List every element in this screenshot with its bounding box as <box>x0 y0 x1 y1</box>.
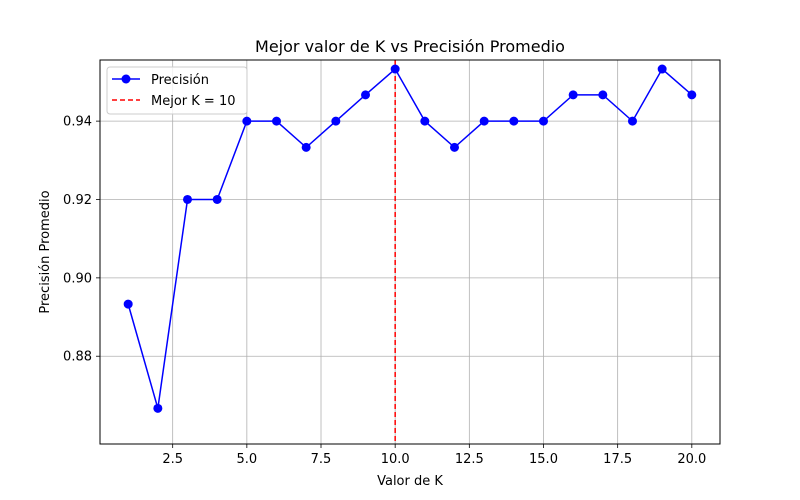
legend-best-k-label: Mejor K = 10 <box>151 94 235 109</box>
precision-point <box>627 116 637 126</box>
x-tick-label: 12.5 <box>455 452 484 467</box>
precision-point <box>242 116 252 126</box>
legend-box <box>106 66 248 115</box>
x-tick-label: 17.5 <box>603 452 632 467</box>
x-tick-label: 20.0 <box>677 452 706 467</box>
x-tick-label: 10.0 <box>381 452 410 467</box>
x-axis-ticks: 2.5 5.0 7.5 10.0 12.5 15.0 17.5 20.0 <box>162 444 706 467</box>
y-tick-label: 0.88 <box>63 350 92 365</box>
y-tick-label: 0.94 <box>63 115 92 130</box>
precision-point <box>598 90 608 100</box>
chart-title: Mejor valor de K vs Precisión Promedio <box>255 37 565 56</box>
x-tick-label: 5.0 <box>236 452 257 467</box>
x-tick-label: 7.5 <box>311 452 332 467</box>
precision-point <box>301 142 311 152</box>
precision-point <box>420 116 430 126</box>
x-tick-label: 15.0 <box>529 452 558 467</box>
precision-point <box>331 116 341 126</box>
precision-point <box>183 194 193 204</box>
precision-point <box>123 299 133 309</box>
legend-precision-marker <box>121 74 131 84</box>
y-tick-label: 0.90 <box>63 271 92 286</box>
y-axis-ticks: 0.88 0.90 0.92 0.94 <box>63 115 100 365</box>
precision-point <box>272 116 282 126</box>
precision-point <box>568 90 578 100</box>
precision-point <box>212 194 222 204</box>
legend: Precisión Mejor K = 10 <box>106 66 248 115</box>
x-axis-label: Valor de K <box>377 474 443 489</box>
plot-area-frame <box>99 59 721 445</box>
precision-point <box>390 64 400 74</box>
series-layer <box>123 64 697 413</box>
y-axis-label: Precisión Promedio <box>38 190 53 313</box>
precision-point <box>538 116 548 126</box>
x-tick-label: 2.5 <box>162 452 183 467</box>
precision-point <box>657 64 667 74</box>
precision-point <box>361 90 371 100</box>
precision-point <box>509 116 519 126</box>
legend-precision-label: Precisión <box>151 73 209 88</box>
precision-point <box>687 90 697 100</box>
y-tick-label: 0.92 <box>63 193 92 208</box>
precision-point <box>479 116 489 126</box>
precision-point <box>449 142 459 152</box>
precision-series-line <box>127 67 693 409</box>
grid-lines <box>100 60 720 444</box>
precision-point <box>153 403 163 413</box>
